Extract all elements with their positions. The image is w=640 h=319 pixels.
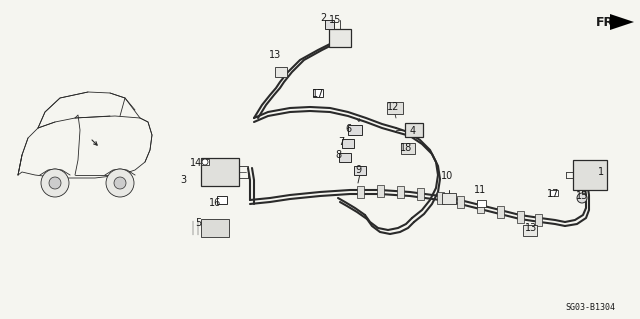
Text: 12: 12 — [387, 102, 399, 112]
Bar — [497, 206, 504, 218]
Text: FR.: FR. — [596, 16, 619, 28]
Text: 9: 9 — [355, 165, 361, 175]
Bar — [356, 186, 364, 198]
Bar — [477, 201, 483, 213]
Circle shape — [114, 177, 126, 189]
Text: 17: 17 — [312, 89, 324, 99]
Bar — [397, 186, 403, 198]
Bar — [217, 196, 227, 204]
Circle shape — [577, 193, 587, 203]
Text: 8: 8 — [335, 150, 341, 160]
Bar — [339, 152, 351, 161]
Text: 15: 15 — [576, 191, 588, 201]
Bar — [275, 67, 287, 77]
Bar — [387, 102, 403, 114]
Bar — [313, 89, 323, 97]
Bar — [329, 29, 351, 47]
Bar — [324, 19, 333, 28]
Text: 4: 4 — [410, 126, 416, 136]
Bar — [342, 138, 354, 147]
Text: 6: 6 — [345, 124, 351, 134]
Bar — [436, 192, 444, 204]
Circle shape — [202, 159, 208, 165]
Text: 17: 17 — [547, 189, 559, 199]
Text: 13: 13 — [269, 50, 281, 60]
Polygon shape — [610, 14, 634, 30]
Bar — [201, 158, 239, 186]
Text: 16: 16 — [209, 198, 221, 208]
Bar — [417, 188, 424, 200]
Bar — [534, 214, 541, 226]
Bar — [201, 159, 209, 165]
Bar — [550, 190, 558, 196]
Text: 1: 1 — [598, 167, 604, 177]
Bar — [516, 211, 524, 223]
Bar — [573, 160, 607, 190]
Circle shape — [106, 169, 134, 197]
Bar — [442, 192, 456, 204]
Text: 14: 14 — [190, 158, 202, 168]
Bar — [376, 185, 383, 197]
Text: SG03-B1304: SG03-B1304 — [565, 303, 615, 313]
Text: 3: 3 — [180, 175, 186, 185]
Text: 7: 7 — [338, 137, 344, 147]
Text: 2: 2 — [320, 13, 326, 23]
Text: 5: 5 — [195, 218, 201, 228]
Text: 11: 11 — [474, 185, 486, 195]
Text: 13: 13 — [525, 223, 537, 233]
Text: 18: 18 — [400, 143, 412, 153]
Bar — [477, 199, 486, 206]
Bar — [401, 143, 415, 153]
Bar — [405, 123, 423, 137]
Circle shape — [41, 169, 69, 197]
Bar — [523, 225, 537, 235]
Text: 10: 10 — [441, 171, 453, 181]
Bar — [348, 125, 362, 135]
Circle shape — [49, 177, 61, 189]
Bar — [354, 166, 366, 174]
Text: 15: 15 — [329, 15, 341, 25]
Bar — [456, 196, 463, 208]
Bar — [201, 219, 229, 237]
